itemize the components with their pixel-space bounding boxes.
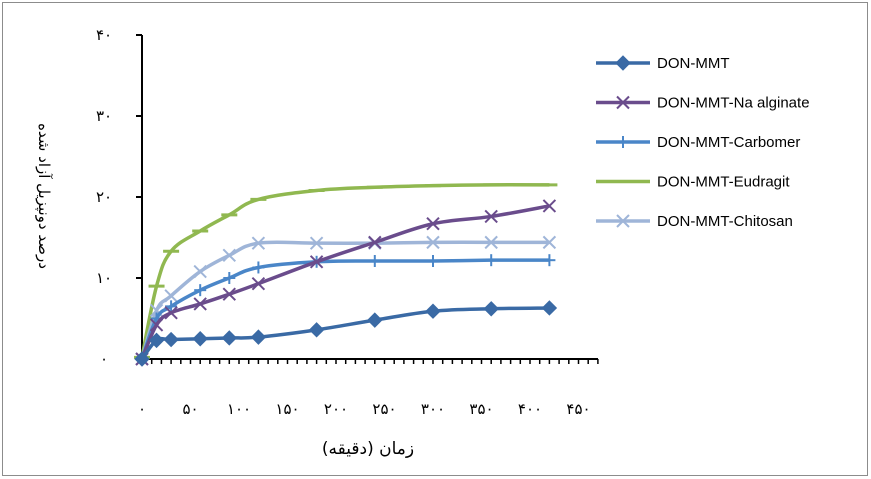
series-don-mmt-chitosan (135, 235, 557, 366)
x-tick-label: ۴۵۰ (566, 400, 590, 418)
legend-item: DON-MMT-Na alginate (596, 95, 810, 112)
x-marker (542, 235, 557, 250)
x-marker (164, 289, 178, 303)
legend-label: DON-MMT-Na alginate (657, 95, 810, 112)
legend-item: DON-MMT-Chitosan (596, 213, 793, 230)
diamond-marker (250, 329, 267, 345)
diamond-marker (308, 322, 325, 338)
series-don-mmt (134, 300, 558, 367)
plus-marker (617, 136, 629, 148)
x-marker (309, 255, 324, 269)
x-marker (616, 95, 630, 110)
x-marker (368, 235, 382, 250)
legend-label: DON-MMT-Carbomer (657, 134, 800, 151)
y-tick-label: ۳۰ (96, 107, 112, 125)
x-tick-label: ۳۵۰ (469, 400, 493, 418)
y-tick-label: ۴۰ (96, 26, 112, 44)
x-marker (484, 209, 498, 224)
plus-marker (543, 254, 556, 267)
x-marker (164, 306, 178, 320)
diamond-marker (192, 331, 208, 347)
legend-label: DON-MMT-Eudragit (657, 174, 790, 191)
x-tick-label: ۳۰۰ (421, 400, 445, 418)
x-tick-label: ۲۰۰ (324, 400, 348, 418)
plus-marker (223, 272, 236, 284)
plus-marker (368, 254, 381, 267)
x-marker (251, 276, 266, 291)
x-tick-label: ۰ (138, 400, 146, 418)
x-marker (251, 236, 266, 250)
x-marker (193, 297, 207, 311)
plus-marker (194, 284, 207, 297)
diamond-marker (163, 331, 179, 348)
x-marker (193, 264, 207, 279)
series-don-mmt-na-alginate (135, 199, 557, 366)
x-axis-label: زمان (دقیقه) (322, 439, 414, 459)
plus-marker (485, 254, 498, 267)
diamond-marker (148, 332, 165, 349)
diamond-marker (425, 303, 441, 319)
x-marker (222, 248, 237, 263)
series-don-mmt-eudragit (134, 183, 558, 359)
y-axis-label: درصد دونپزیل آزاد شده (34, 123, 53, 269)
diamond-marker (541, 300, 558, 316)
diamond-marker (367, 312, 383, 328)
plus-marker (427, 254, 439, 267)
diamond-marker (615, 55, 631, 71)
series-line (140, 306, 550, 361)
x-marker (426, 217, 440, 231)
x-tick-label: ۵۰ (182, 400, 198, 418)
legend-label: DON-MMT (657, 55, 729, 72)
x-marker (149, 318, 164, 332)
plus-marker (252, 261, 265, 274)
x-marker (616, 214, 630, 228)
x-marker (309, 236, 324, 250)
x-marker (484, 235, 498, 250)
x-tick-label: ۱۵۰ (275, 400, 299, 418)
x-marker (426, 235, 440, 250)
x-tick-label: ۱۰۰ (227, 400, 251, 418)
y-tick-label: ۲۰ (96, 188, 112, 206)
x-marker (222, 287, 237, 301)
x-marker (542, 199, 557, 213)
legend-item: DON-MMT-Carbomer (596, 134, 800, 151)
plus-marker (165, 300, 178, 313)
x-tick-label: ۲۵۰ (372, 400, 396, 418)
x-tick-label: ۴۰۰ (518, 400, 542, 418)
diamond-marker (483, 301, 499, 317)
y-tick-label: ۱۰ (96, 269, 112, 287)
legend-item: DON-MMT-Eudragit (596, 174, 790, 191)
legend-label: DON-MMT-Chitosan (657, 213, 793, 230)
diamond-marker (221, 330, 238, 346)
diamond-marker (134, 351, 150, 367)
legend-item: DON-MMT (596, 55, 729, 72)
y-tick-label: ۰ (100, 350, 108, 368)
